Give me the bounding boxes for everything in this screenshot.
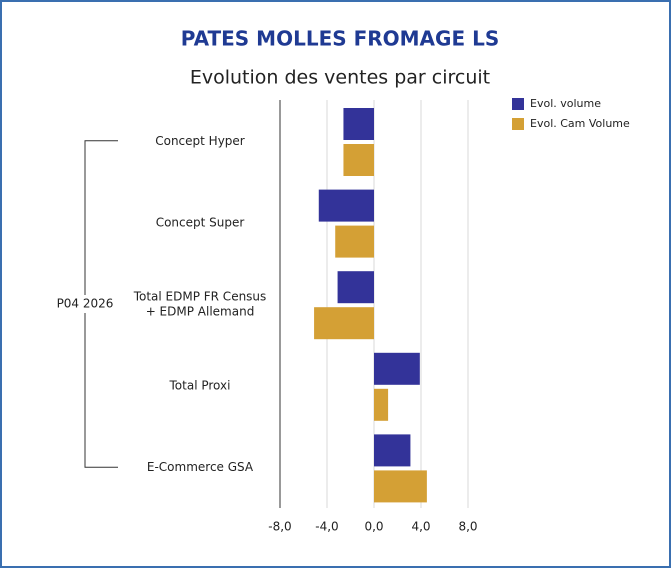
category-label: Total Proxi — [169, 378, 231, 392]
legend-swatch — [512, 118, 524, 130]
x-tick-label: 0,0 — [364, 520, 383, 534]
bar — [337, 271, 374, 304]
group-label: P04 2026 — [57, 297, 114, 311]
bar — [343, 144, 374, 176]
x-tick-label: 8,0 — [458, 520, 477, 534]
bar — [318, 189, 374, 222]
legend-label: Evol. Cam Volume — [530, 117, 630, 130]
category-label: Total EDMP FR Census + EDMP Allemand — [133, 289, 267, 318]
bar — [314, 307, 374, 340]
bar — [374, 388, 389, 421]
bar — [343, 108, 374, 140]
category-label: Concept Hyper — [155, 133, 245, 147]
x-tick-label: 4,0 — [411, 520, 430, 534]
bar — [374, 470, 427, 503]
group-label-bg — [50, 295, 120, 313]
chart-title: PATES MOLLES FROMAGE LS — [181, 27, 499, 51]
bar — [374, 352, 420, 385]
legend-label: Evol. volume — [530, 97, 601, 110]
bar — [374, 434, 411, 467]
category-label: E-Commerce GSA — [147, 460, 254, 474]
legend-swatch — [512, 98, 524, 110]
x-tick-label: -8,0 — [268, 520, 291, 534]
x-tick-label: -4,0 — [315, 520, 338, 534]
chart-subtitle: Evolution des ventes par circuit — [190, 67, 490, 89]
category-label: Concept Super — [156, 215, 245, 229]
bar — [335, 225, 374, 258]
